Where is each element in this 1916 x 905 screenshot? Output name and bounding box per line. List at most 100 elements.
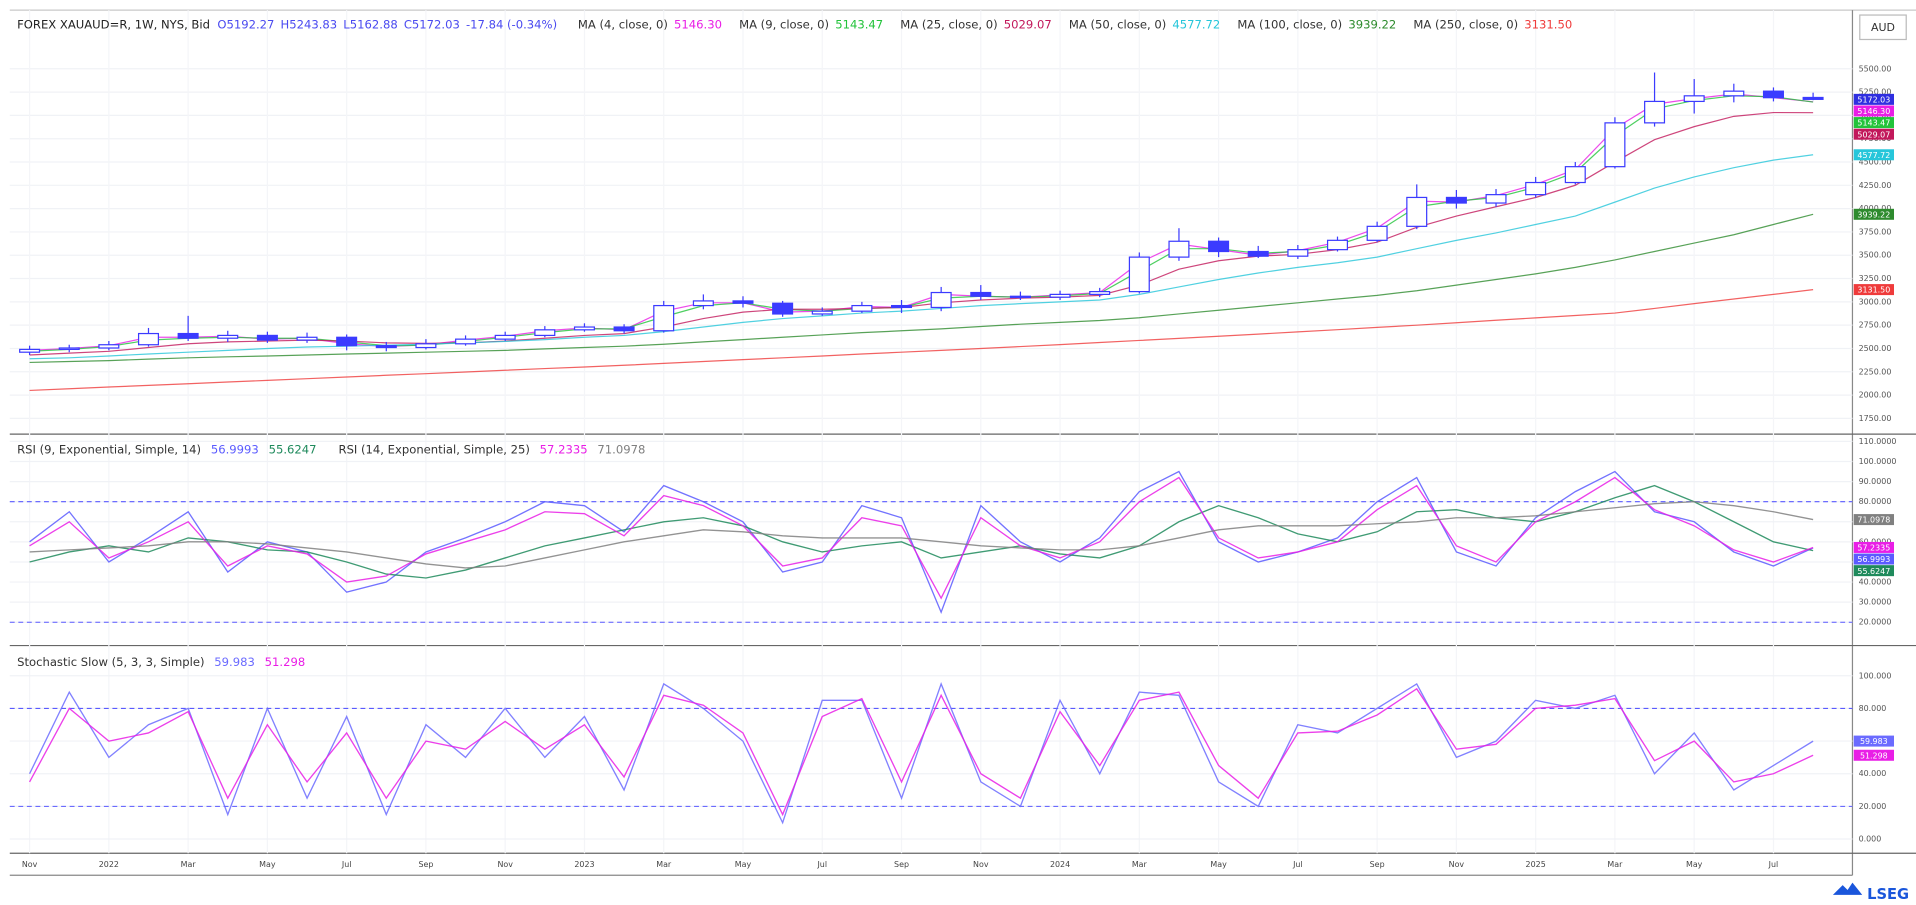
candle-body <box>98 344 120 349</box>
candle-body <box>19 348 41 353</box>
candle-body <box>772 302 794 315</box>
candle-body <box>1644 100 1666 124</box>
value-box <box>1853 105 1895 117</box>
value-box <box>1853 93 1895 105</box>
candle-body <box>256 334 278 341</box>
candle-body <box>613 326 635 332</box>
x-tick-label: Jul <box>341 860 352 869</box>
currency-box[interactable] <box>1859 14 1907 41</box>
ma-line <box>29 213 1814 364</box>
value-box-label: 5029.07 <box>1857 130 1890 139</box>
y-tick-label: 0.000 <box>1859 835 1882 844</box>
value-box <box>1853 117 1895 129</box>
legend-value: 51.298 <box>265 655 306 669</box>
y-tick-label: 90.0000 <box>1859 477 1892 486</box>
candle-body <box>1723 90 1745 97</box>
x-tick-label: Sep <box>1370 860 1385 869</box>
candle-body <box>336 336 358 347</box>
indicator-line <box>29 484 1814 579</box>
ma-line <box>29 111 1814 356</box>
ohlc-value: O5192.27 <box>217 17 274 31</box>
y-tick-label: 3250.00 <box>1859 274 1892 283</box>
value-box <box>1853 749 1895 761</box>
candle-body <box>653 304 675 332</box>
y-tick-label: 2500.00 <box>1859 344 1892 353</box>
y-tick-label: 3000.00 <box>1859 297 1892 306</box>
value-box <box>1853 735 1895 747</box>
legend-name: MA (250, close, 0) <box>1413 17 1518 31</box>
currency-label[interactable]: AUD <box>1871 21 1895 34</box>
candle-body <box>1168 240 1190 258</box>
x-tick-label: Jul <box>1292 860 1303 869</box>
legend-value: 56.9993 <box>211 443 259 457</box>
legend-name: RSI (14, Exponential, Simple, 25) <box>339 443 530 457</box>
brand-name: LSEG <box>1867 886 1909 903</box>
y-tick-label: 2000.00 <box>1859 391 1892 400</box>
chart-title: FOREX XAUAUD=R, 1W, NYS, Bid <box>17 17 210 31</box>
brand-icon <box>1832 882 1863 895</box>
x-tick-label: 2025 <box>1526 860 1546 869</box>
x-tick-label: May <box>1210 860 1227 869</box>
legend-value: 59.983 <box>214 655 255 669</box>
ohlc-value: L5162.88 <box>343 17 397 31</box>
x-tick-label: Nov <box>497 860 513 869</box>
legend-name: RSI (9, Exponential, Simple, 14) <box>17 443 201 457</box>
y-tick-label: 40.0000 <box>1859 578 1892 587</box>
candle-body <box>1009 295 1031 299</box>
indicator-line <box>29 476 1814 600</box>
candle-body <box>415 343 437 349</box>
candle-body <box>534 329 556 337</box>
y-tick-label: 4500.00 <box>1859 158 1892 167</box>
candle-body <box>1128 256 1150 293</box>
y-tick-label: 80.0000 <box>1859 497 1892 506</box>
x-tick-label: Sep <box>894 860 909 869</box>
candle-body <box>1485 194 1507 204</box>
value-box-label: 5146.30 <box>1857 107 1890 116</box>
y-tick-label: 20.0000 <box>1859 618 1892 627</box>
brand-logo: LSEG <box>1832 882 1909 903</box>
candle-body <box>455 338 477 345</box>
value-box-label: 57.2335 <box>1857 544 1890 553</box>
candle-body <box>296 336 318 341</box>
value-box-label: 59.983 <box>1860 737 1888 746</box>
value-box-label: 4577.72 <box>1857 151 1890 160</box>
candle-body <box>1445 196 1467 204</box>
y-tick-label: 5250.00 <box>1859 88 1892 97</box>
ohlc-value: H5243.83 <box>281 17 338 31</box>
legend-value: 55.6247 <box>269 443 317 457</box>
candle-body <box>970 291 992 297</box>
legend-value: 57.2335 <box>540 443 588 457</box>
value-box-label: 71.0978 <box>1857 516 1890 525</box>
legend-name: MA (25, close, 0) <box>900 17 997 31</box>
x-tick-label: 2024 <box>1050 860 1070 869</box>
y-tick-label: 100.000 <box>1859 671 1892 680</box>
x-tick-label: Jul <box>1768 860 1779 869</box>
y-tick-label: 30.0000 <box>1859 598 1892 607</box>
candle-body <box>1089 290 1111 296</box>
candle-body <box>1762 90 1784 99</box>
legend-value: 3131.50 <box>1524 17 1572 31</box>
x-tick-label: Nov <box>22 860 38 869</box>
value-box-label: 5172.03 <box>1857 95 1890 104</box>
x-tick-label: Mar <box>1607 860 1623 869</box>
y-tick-label: 20.000 <box>1859 802 1887 811</box>
y-tick-label: 2750.00 <box>1859 321 1892 330</box>
candle-body <box>1406 196 1428 227</box>
candle-body <box>217 334 239 339</box>
value-box <box>1853 541 1895 553</box>
x-tick-label: Sep <box>418 860 433 869</box>
y-tick-label: 2250.00 <box>1859 367 1892 376</box>
value-box <box>1853 514 1895 526</box>
x-tick-label: Mar <box>1132 860 1148 869</box>
y-tick-label: 110.0000 <box>1859 437 1897 446</box>
candle-body <box>375 345 397 349</box>
candle-body <box>811 310 833 315</box>
value-box-label: 3939.22 <box>1857 210 1890 219</box>
candle-body <box>1247 250 1269 257</box>
candle-body <box>692 300 714 307</box>
indicator-line <box>29 501 1814 569</box>
candle-body <box>1326 239 1349 251</box>
candle-body <box>1287 249 1309 257</box>
y-tick-label: 3500.00 <box>1859 251 1892 260</box>
